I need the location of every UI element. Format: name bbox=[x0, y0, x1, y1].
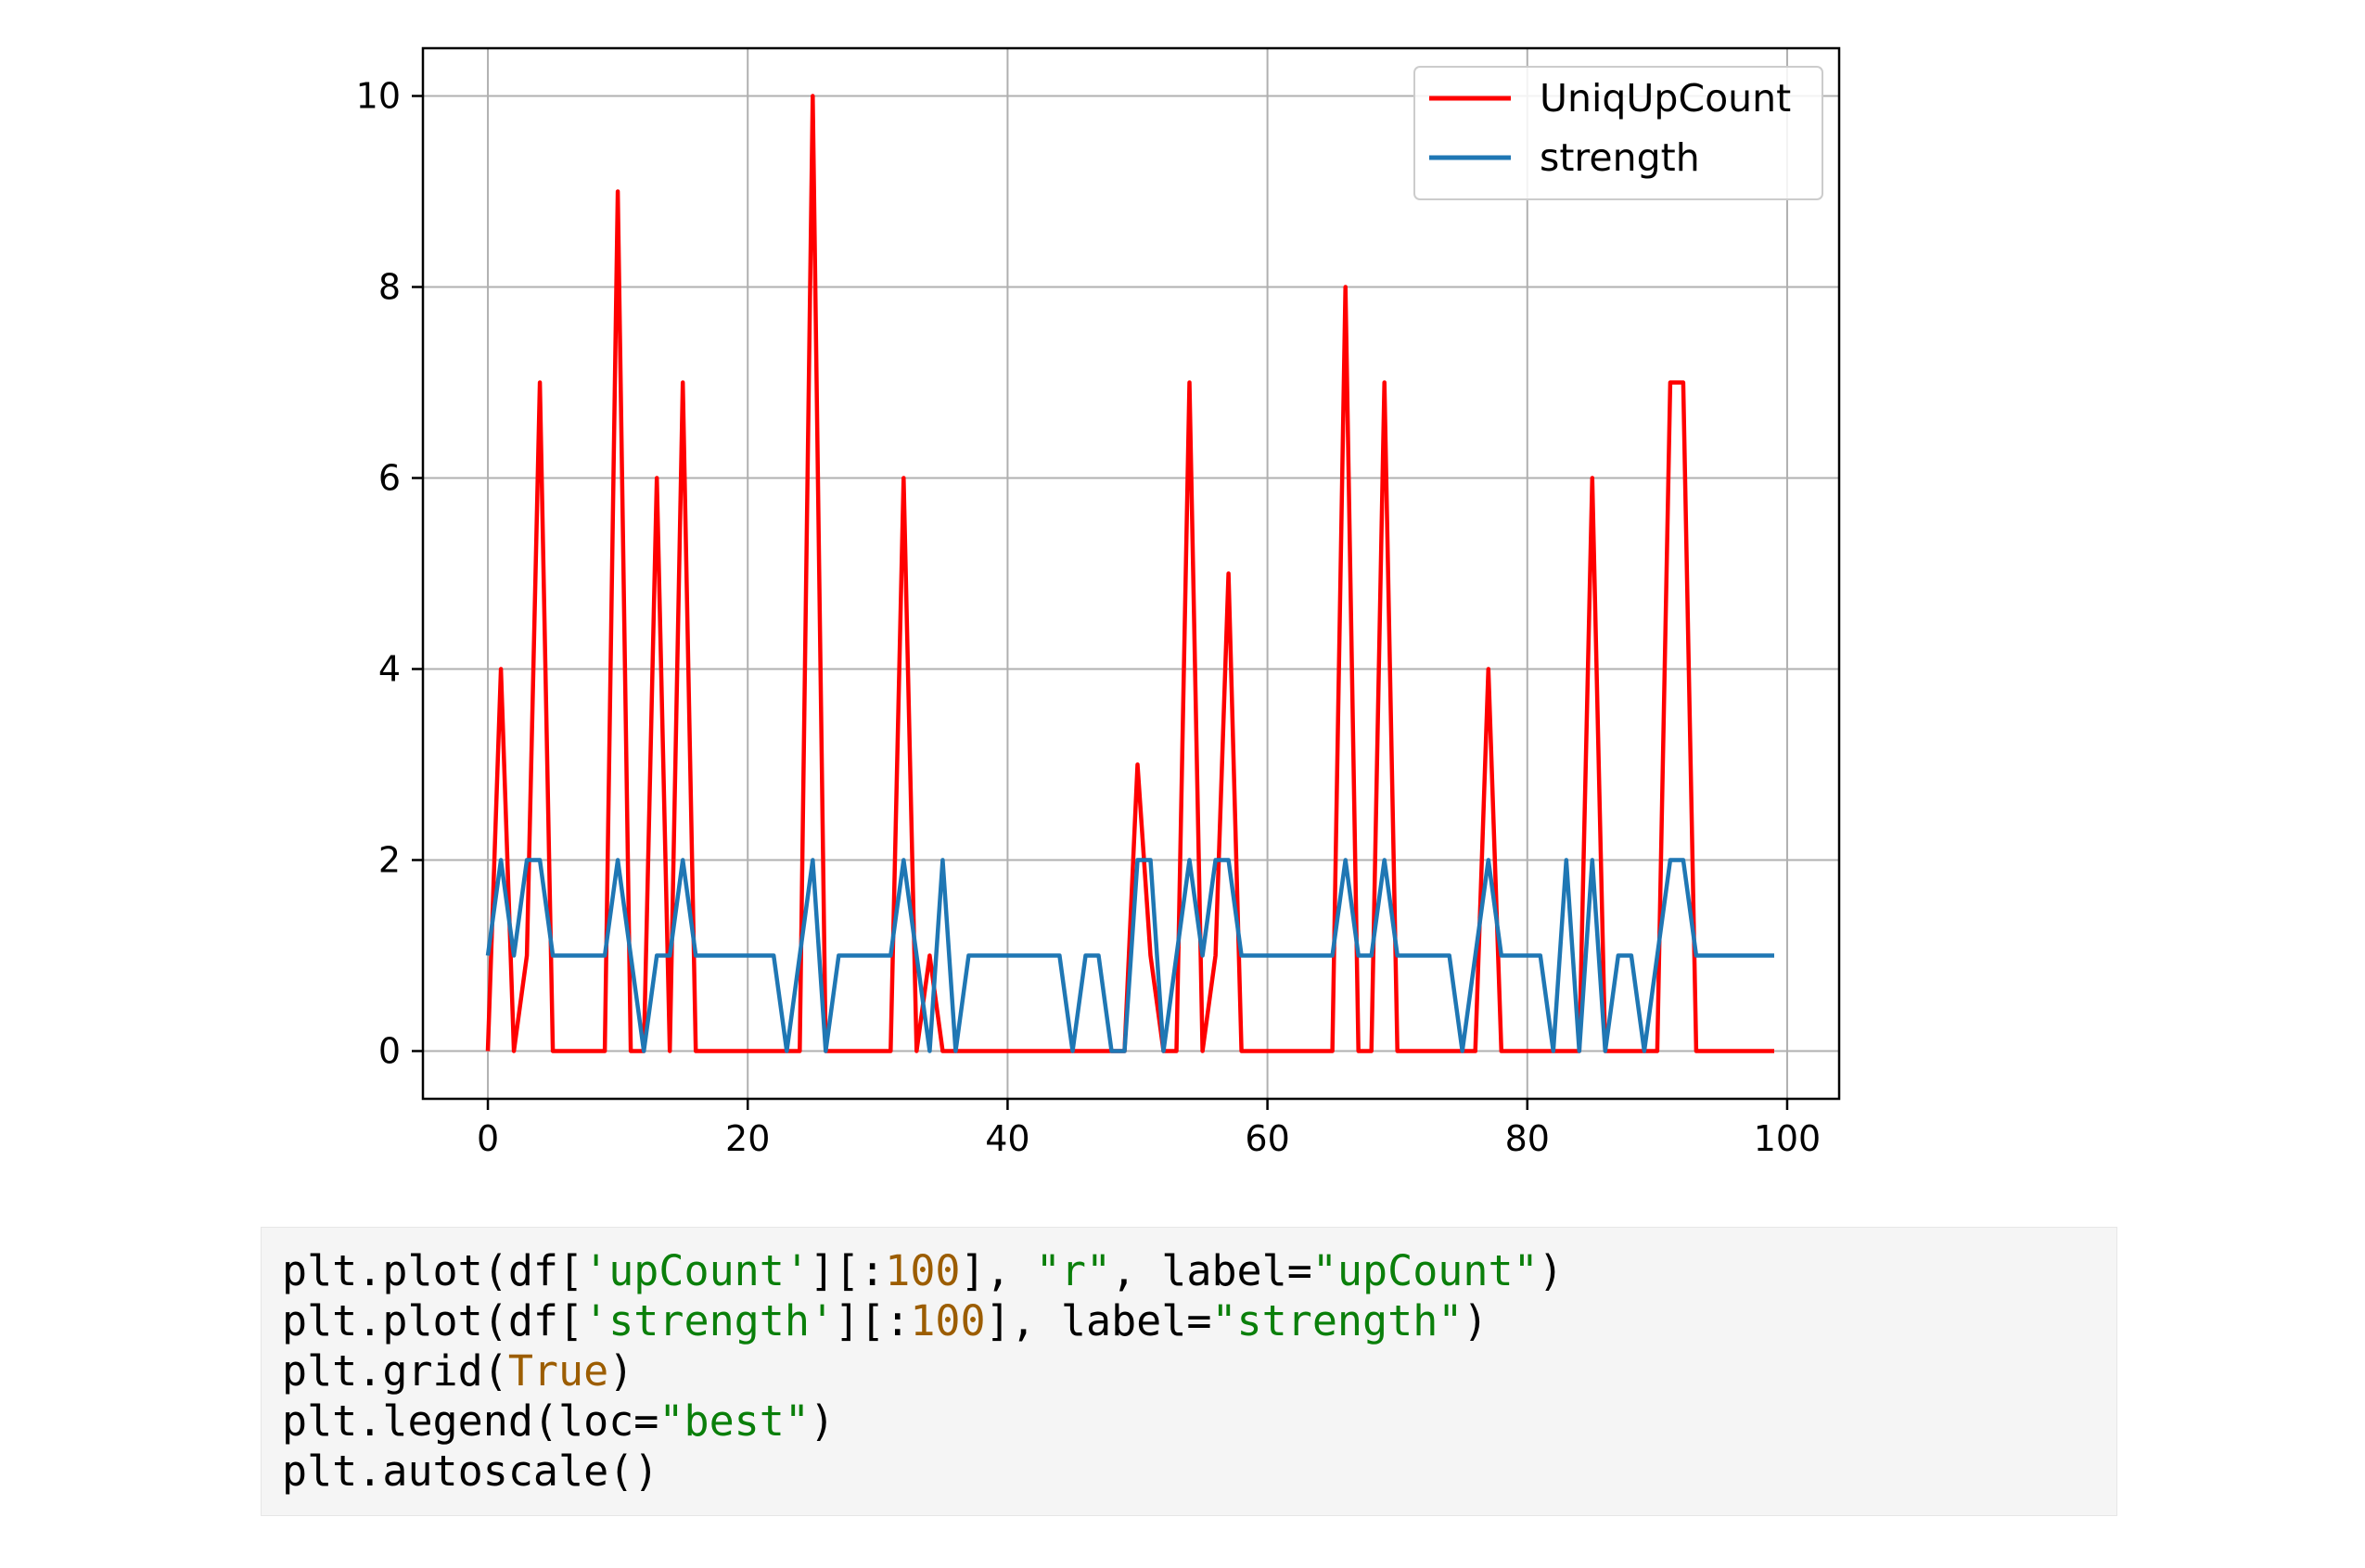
series-line-uniqupcount bbox=[485, 94, 1774, 1053]
code-line: plt.plot(df['upCount'][:100], "r", label… bbox=[282, 1246, 2116, 1296]
code-block: plt.plot(df['upCount'][:100], "r", label… bbox=[261, 1227, 2117, 1516]
x-tick-label: 60 bbox=[1245, 1118, 1289, 1159]
code-token-str: "best" bbox=[658, 1396, 810, 1446]
code-token-num: 100 bbox=[885, 1246, 961, 1295]
code-token: ) bbox=[1538, 1246, 1564, 1295]
code-token: ][: bbox=[835, 1296, 911, 1345]
x-tick-label: 80 bbox=[1505, 1118, 1550, 1159]
x-tick-label: 40 bbox=[985, 1118, 1029, 1159]
code-token-str: "upCount" bbox=[1311, 1246, 1539, 1295]
code-token: ], label= bbox=[985, 1296, 1212, 1345]
y-tick-label: 6 bbox=[378, 458, 401, 499]
code-token: plt.legend(loc= bbox=[282, 1396, 659, 1446]
code-token: ) bbox=[1463, 1296, 1489, 1345]
code-token-str: 'strength' bbox=[583, 1296, 836, 1345]
code-token-str: "r" bbox=[1035, 1246, 1112, 1295]
code-token-str: 'upCount' bbox=[583, 1246, 810, 1295]
legend-label-uniqupcount: UniqUpCount bbox=[1540, 76, 1791, 121]
code-token-kw: True bbox=[507, 1346, 609, 1396]
chart-container: 0 20 40 60 80 100 0 2 4 6 8 10 UniqUpCount strength bbox=[356, 46, 1841, 1159]
y-tick-label: 8 bbox=[378, 267, 401, 308]
legend-box bbox=[1413, 66, 1823, 200]
y-tick-label: 0 bbox=[378, 1031, 401, 1072]
code-token-str: "strength" bbox=[1211, 1296, 1464, 1345]
code-token: plt.plot(df[ bbox=[282, 1296, 584, 1345]
x-tick-label: 20 bbox=[725, 1118, 770, 1159]
code-token: ][: bbox=[809, 1246, 886, 1295]
code-token: ) bbox=[608, 1346, 634, 1396]
code-line: plt.plot(df['strength'][:100], label="st… bbox=[282, 1296, 2116, 1346]
code-line: plt.grid(True) bbox=[282, 1346, 2116, 1396]
code-line: plt.legend(loc="best") bbox=[282, 1396, 2116, 1447]
plot-frame bbox=[421, 46, 1841, 1101]
code-token: plt.plot(df[ bbox=[282, 1246, 584, 1295]
legend-label-strength: strength bbox=[1540, 135, 1700, 180]
y-tick-label: 10 bbox=[356, 76, 401, 117]
line-chart: 0 20 40 60 80 100 0 2 4 6 8 10 UniqUpCount strength bbox=[356, 46, 1841, 1159]
y-tick-label: 4 bbox=[378, 649, 401, 690]
code-line: plt.autoscale() bbox=[282, 1447, 2116, 1497]
series-line-strength bbox=[485, 858, 1774, 1053]
code-token-num: 100 bbox=[910, 1296, 986, 1345]
y-tick-label: 2 bbox=[378, 840, 401, 881]
code-token: ) bbox=[809, 1396, 836, 1446]
code-token: plt.autoscale() bbox=[282, 1447, 659, 1496]
x-tick-label: 100 bbox=[1754, 1118, 1822, 1159]
code-token: , label= bbox=[1111, 1246, 1312, 1295]
x-tick-label: 0 bbox=[477, 1118, 499, 1159]
code-token: ], bbox=[960, 1246, 1036, 1295]
code-token: plt.grid( bbox=[282, 1346, 508, 1396]
